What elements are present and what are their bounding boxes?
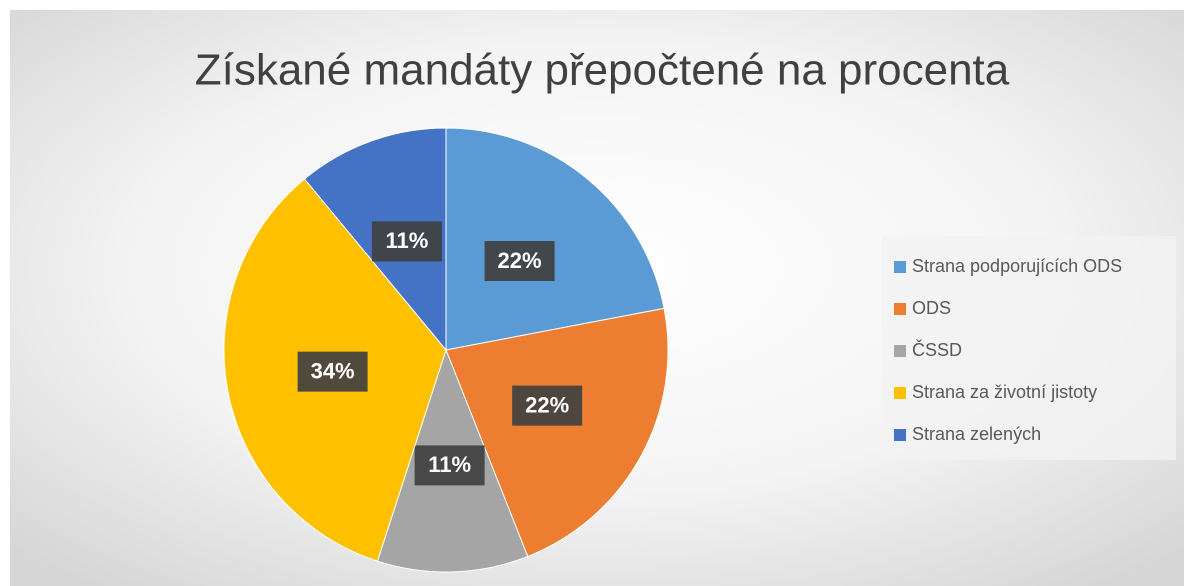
data-label: 11%	[385, 228, 428, 253]
data-label: 22%	[525, 392, 569, 417]
pie-slice	[445, 307, 669, 558]
legend-swatch	[894, 345, 906, 357]
data-label: 34%	[311, 358, 355, 383]
legend-swatch	[894, 429, 906, 441]
legend-label: ČSSD	[912, 339, 962, 360]
legend-label: ODS	[912, 298, 951, 318]
chart-title: Získané mandáty přepočtené na procenta	[195, 46, 1010, 95]
legend-swatch	[894, 387, 906, 399]
data-label-box	[297, 351, 368, 392]
data-label-box	[484, 241, 555, 282]
data-label-box	[512, 385, 583, 426]
data-label: 22%	[498, 248, 542, 273]
legend-swatch	[894, 261, 906, 273]
legend-swatch	[894, 303, 906, 315]
data-label-box	[414, 445, 485, 486]
legend-label: Strana zelených	[912, 424, 1041, 444]
data-label: 11%	[428, 452, 471, 477]
pie-slice	[445, 127, 665, 351]
legend-label: Strana za životní jistoty	[912, 382, 1097, 402]
legend-label: Strana podporujících ODS	[912, 256, 1122, 276]
legend-box	[882, 236, 1176, 460]
data-label-box	[371, 221, 442, 262]
